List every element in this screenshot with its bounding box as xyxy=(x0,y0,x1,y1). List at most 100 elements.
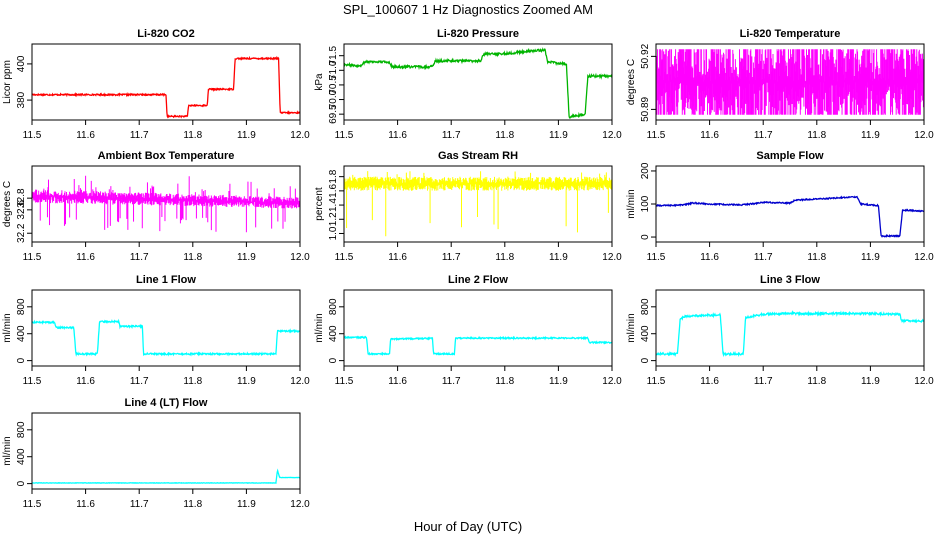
x-tick-label: 11.7 xyxy=(754,376,773,387)
x-tick-label: 11.7 xyxy=(442,376,461,387)
x-tick-label: 11.8 xyxy=(183,252,202,263)
plot-frame xyxy=(343,289,613,367)
y-tick-label: 70.5 xyxy=(328,75,339,95)
panel-title: Line 1 Flow xyxy=(136,274,196,286)
x-tick-label: 11.7 xyxy=(130,252,149,263)
x-tick-label: 12.0 xyxy=(914,376,934,387)
y-tick-label: 0 xyxy=(640,357,651,363)
x-tick-label: 12.0 xyxy=(914,130,934,141)
x-tick-label: 11.5 xyxy=(23,376,42,387)
series-line xyxy=(32,468,300,485)
y-tick-label: 0 xyxy=(16,357,27,363)
panel-title: Line 4 (LT) Flow xyxy=(125,397,208,409)
y-tick-label: 32.2 xyxy=(16,223,27,243)
x-tick-label: 11.9 xyxy=(861,376,880,387)
x-tick-label: 11.5 xyxy=(647,252,666,263)
series-line xyxy=(656,310,924,358)
y-tick-label: 71.5 xyxy=(328,46,339,66)
x-tick-label: 11.7 xyxy=(754,130,773,141)
y-tick-label: 400 xyxy=(16,448,27,465)
x-tick-label: 11.8 xyxy=(807,376,826,387)
x-tick-label: 11.8 xyxy=(183,499,202,510)
series-line xyxy=(344,335,612,357)
y-tick-label: 0 xyxy=(328,357,339,363)
chart-panel: Line 2 Flow 11.5 11.6 11.7 11.8 11.9 12.0 0 400 8… xyxy=(314,274,622,387)
x-tick-label: 11.5 xyxy=(335,252,354,263)
x-tick-label: 11.9 xyxy=(549,376,568,387)
panel-grid: Li-820 CO2 11.5 11.6 11.7 11.8 11.9 12.0 380 400… xyxy=(2,28,934,510)
data-series xyxy=(656,49,924,115)
y-axis-label: degrees C xyxy=(2,181,13,227)
plot-frame xyxy=(31,165,301,243)
y-tick-label: 800 xyxy=(328,298,339,315)
y-tick-label: 1.0 xyxy=(328,226,339,240)
chart-panel: Li-820 Temperature 11.5 11.6 11.7 11.8 11.9 12… xyxy=(626,28,934,141)
y-axis-label: ml/min xyxy=(314,313,325,342)
chart-panel: Line 1 Flow 11.5 11.6 11.7 11.8 11.9 12.0 0 400 8… xyxy=(2,274,310,387)
data-series xyxy=(32,318,300,357)
panel-title: Gas Stream RH xyxy=(438,150,518,162)
x-tick-label: 11.6 xyxy=(388,376,407,387)
x-tick-label: 11.5 xyxy=(335,130,354,141)
y-axis-label: degrees C xyxy=(626,59,637,105)
x-tick-label: 11.9 xyxy=(549,252,568,263)
series-dense xyxy=(32,175,300,233)
x-tick-label: 11.9 xyxy=(237,376,256,387)
x-tick-label: 11.8 xyxy=(495,130,514,141)
panel-title: Sample Flow xyxy=(756,150,824,162)
y-tick-label: 400 xyxy=(16,325,27,342)
x-tick-label: 11.6 xyxy=(700,252,719,263)
plot-frame xyxy=(343,43,613,121)
y-axis-label: ml/min xyxy=(2,436,13,465)
x-tick-label: 12.0 xyxy=(914,252,934,263)
x-tick-label: 11.6 xyxy=(76,252,95,263)
y-tick-label: 800 xyxy=(16,421,27,438)
y-tick-label: 1.2 xyxy=(328,212,339,226)
plot-frame xyxy=(655,289,925,367)
chart-panel: Li-820 Pressure 11.5 11.6 11.7 11.8 11.9 12.0 6… xyxy=(314,28,622,141)
panel-title: Li-820 Pressure xyxy=(437,28,519,40)
y-tick-label: 800 xyxy=(16,298,27,315)
y-tick-label: 100 xyxy=(640,195,651,212)
panel-title: Line 2 Flow xyxy=(448,274,508,286)
y-tick-label: 200 xyxy=(640,162,651,179)
x-tick-label: 11.8 xyxy=(495,252,514,263)
x-tick-label: 11.9 xyxy=(237,252,256,263)
x-tick-label: 11.7 xyxy=(442,130,461,141)
y-axis-label: ml/min xyxy=(2,313,13,342)
x-tick-label: 11.6 xyxy=(76,130,95,141)
y-tick-label: 50.92 xyxy=(640,43,651,68)
data-series xyxy=(32,175,300,233)
y-axis-label: ml/min xyxy=(626,313,637,342)
x-tick-label: 11.5 xyxy=(647,376,666,387)
x-tick-label: 11.6 xyxy=(76,499,95,510)
x-tick-label: 11.9 xyxy=(549,130,568,141)
y-tick-label: 1.6 xyxy=(328,183,339,197)
y-tick-label: 50.89 xyxy=(640,96,651,121)
data-series xyxy=(32,468,300,485)
x-tick-label: 11.9 xyxy=(861,130,880,141)
data-series xyxy=(344,335,612,357)
data-series xyxy=(656,310,924,358)
chart-panel: Sample Flow 11.5 11.6 11.7 11.8 11.9 12.0 0 100 2… xyxy=(626,150,934,263)
x-tick-label: 12.0 xyxy=(602,130,622,141)
y-tick-label: 32.8 xyxy=(16,188,27,208)
y-tick-label: 71.0 xyxy=(328,60,339,80)
panel-title: Ambient Box Temperature xyxy=(98,150,235,162)
panel-title: Li-820 CO2 xyxy=(137,28,194,40)
x-tick-label: 11.8 xyxy=(807,130,826,141)
x-tick-label: 11.8 xyxy=(495,376,514,387)
x-tick-label: 11.5 xyxy=(23,252,42,263)
x-tick-label: 12.0 xyxy=(290,376,310,387)
series-dense xyxy=(656,49,924,115)
data-series xyxy=(656,195,924,238)
x-tick-label: 11.5 xyxy=(23,130,42,141)
y-tick-label: 1.8 xyxy=(328,169,339,183)
y-axis-label: kPa xyxy=(314,73,325,91)
y-tick-label: 800 xyxy=(640,298,651,315)
y-axis-label: ml/min xyxy=(626,189,637,218)
x-tick-label: 11.6 xyxy=(76,376,95,387)
series-line xyxy=(344,47,612,119)
y-tick-label: 1.4 xyxy=(328,198,339,212)
y-tick-label: 69.5 xyxy=(328,104,339,124)
